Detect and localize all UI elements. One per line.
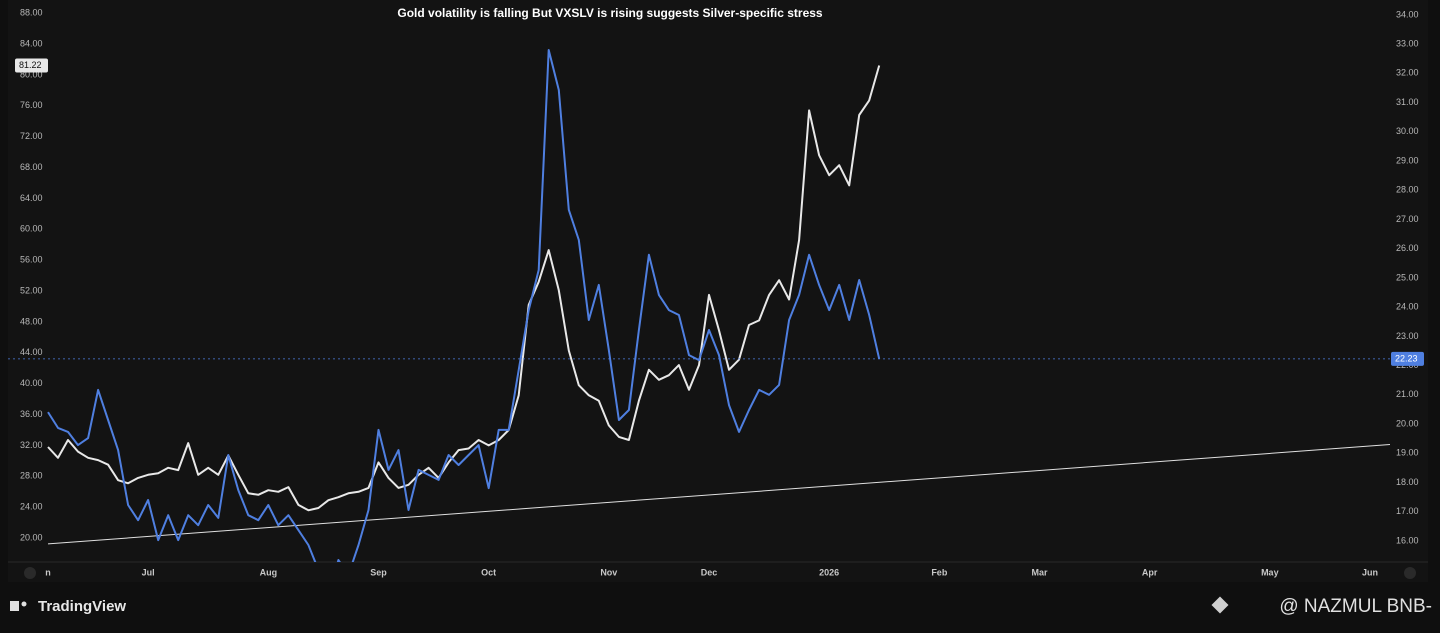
last-value-label: 22.23 (1395, 353, 1418, 363)
x-tick-label: May (1261, 567, 1279, 577)
y-tick-label: 56.00 (20, 255, 43, 265)
brand-logo (10, 601, 19, 611)
y2-tick-label: 26.00 (1396, 243, 1419, 253)
y-tick-label: 52.00 (20, 285, 43, 295)
y2-tick-label: 23.00 (1396, 331, 1419, 341)
last-value-box (15, 58, 48, 73)
watermark: @ NAZMUL BNB- (1279, 596, 1432, 617)
x-tick-label: Jul (142, 567, 155, 577)
x-tick-label: Apr (1142, 567, 1158, 577)
y-tick-label: 24.00 (20, 502, 43, 512)
watermark-icon (1211, 596, 1229, 614)
y2-tick-label: 34.00 (1396, 9, 1419, 19)
y-tick-label: 68.00 (20, 162, 43, 172)
y2-tick-label: 27.00 (1396, 214, 1419, 224)
y2-tick-label: 24.00 (1396, 302, 1419, 312)
y-tick-label: 28.00 (20, 471, 43, 481)
last-value-label: 81.22 (19, 60, 42, 70)
last-value-box (1391, 351, 1424, 366)
y-tick-label: 80.00 (20, 69, 43, 79)
brand-name: TradingView (38, 598, 126, 615)
y2-tick-label: 19.00 (1396, 448, 1419, 458)
y2-tick-label: 31.00 (1396, 97, 1419, 107)
series-line (47, 49, 881, 562)
x-tick-label: Mar (1031, 567, 1048, 577)
y2-tick-label: 28.00 (1396, 185, 1419, 195)
x-tick-label: Dec (701, 567, 718, 577)
y2-tick-label: 32.00 (1396, 68, 1419, 78)
y-tick-label: 88.00 (20, 7, 43, 17)
plot-area (47, 49, 1390, 562)
axis-button[interactable] (24, 567, 36, 579)
y-tick-label: 84.00 (20, 38, 43, 48)
y2-tick-label: 25.00 (1396, 272, 1419, 282)
brand: TradingView (10, 598, 126, 615)
y2-tick-label: 18.00 (1396, 477, 1419, 487)
series-line (47, 65, 881, 512)
x-tick-label: 2026 (819, 567, 839, 577)
y-tick-label: 60.00 (20, 224, 43, 234)
chart-title: Gold volatility is falling But VXSLV is … (397, 6, 823, 20)
y-tick-label: 40.00 (20, 378, 43, 388)
y-tick-label: 36.00 (20, 409, 43, 419)
x-tick-label: Sep (370, 567, 387, 577)
y2-tick-label: 16.00 (1396, 535, 1419, 545)
y-tick-label: 20.00 (20, 532, 43, 542)
trend-line (47, 444, 1390, 545)
x-tick-label: Feb (931, 567, 948, 577)
y-tick-label: 32.00 (20, 440, 43, 450)
x-tick-label: Oct (481, 567, 496, 577)
x-tick-label: Nov (600, 567, 617, 577)
brand-logo (21, 601, 27, 607)
y2-tick-label: 29.00 (1396, 155, 1419, 165)
y2-tick-label: 21.00 (1396, 389, 1419, 399)
y-tick-label: 76.00 (20, 100, 43, 110)
y-tick-label: 64.00 (20, 193, 43, 203)
y-tick-label: 72.00 (20, 131, 43, 141)
y2-tick-label: 30.00 (1396, 126, 1419, 136)
axis-button[interactable] (1404, 567, 1416, 579)
y2-tick-label: 17.00 (1396, 506, 1419, 516)
y2-tick-label: 20.00 (1396, 418, 1419, 428)
y-tick-label: 44.00 (20, 347, 43, 357)
y2-tick-label: 33.00 (1396, 39, 1419, 49)
x-tick-label: Aug (260, 567, 278, 577)
x-tick-label: Jun (1362, 567, 1378, 577)
y-tick-label: 48.00 (20, 316, 43, 326)
x-tick-label: n (45, 567, 51, 577)
